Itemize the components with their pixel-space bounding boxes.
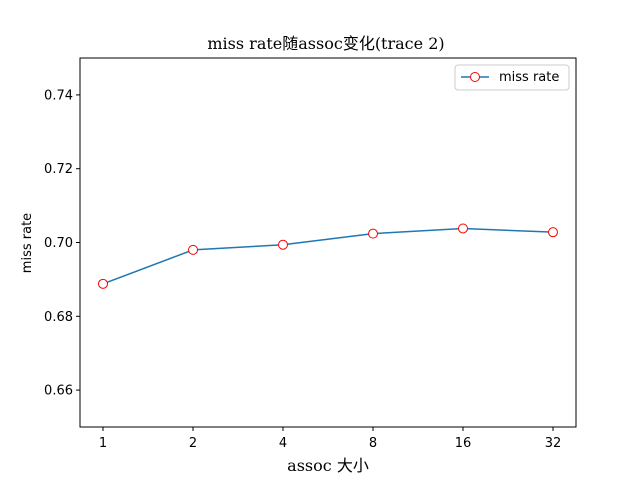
- series-line: [102, 227, 554, 285]
- y-axis-label: miss rate: [20, 213, 35, 273]
- chart-title: miss rate随assoc变化(trace 2): [207, 34, 444, 53]
- y-tick-label: 0.66: [44, 384, 73, 399]
- axes-frame: [79, 57, 577, 428]
- data-point: [278, 239, 288, 250]
- x-tick-label: 16: [455, 436, 472, 451]
- legend: miss rate: [454, 64, 570, 91]
- y-tick-label: 0.74: [44, 88, 73, 103]
- x-axis-ticks: 1 2 4 8 16 32: [99, 427, 561, 451]
- y-tick-label: 0.72: [44, 162, 73, 177]
- x-tick-label: 4: [279, 436, 287, 451]
- legend-marker: [470, 72, 480, 82]
- y-tick-label: 0.70: [44, 236, 73, 251]
- legend-label: miss rate: [499, 70, 559, 85]
- x-tick-label: 8: [369, 436, 377, 451]
- data-point: [548, 227, 558, 238]
- data-point: [368, 228, 378, 239]
- y-axis-ticks: 0.66 0.68 0.70 0.72 0.74: [44, 88, 80, 399]
- y-tick-label: 0.68: [44, 310, 73, 325]
- plot-area: [98, 223, 558, 289]
- x-tick-label: 2: [189, 436, 197, 451]
- data-point: [98, 278, 108, 289]
- legend-box: [454, 64, 570, 91]
- data-point: [188, 244, 198, 255]
- x-tick-label: 32: [545, 436, 562, 451]
- data-point: [458, 223, 468, 234]
- x-tick-label: 1: [99, 436, 107, 451]
- x-axis-label: assoc 大小: [287, 456, 369, 475]
